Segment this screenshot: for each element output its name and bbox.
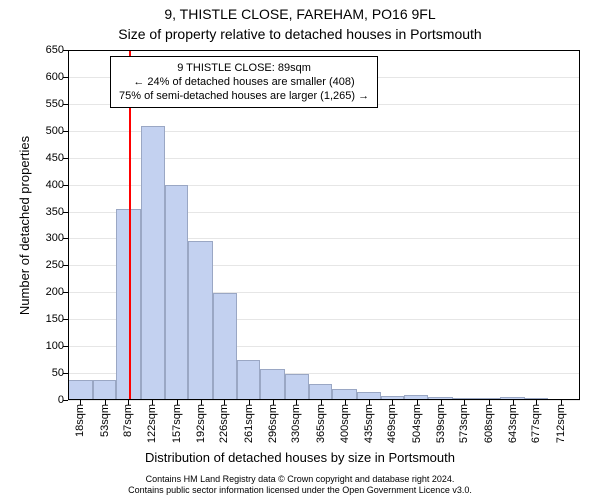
- x-tick-label: 712sqm: [555, 404, 567, 443]
- histogram-bar: [260, 369, 284, 400]
- y-tick-label: 200: [34, 286, 64, 298]
- x-tick-label: 261sqm: [243, 404, 255, 443]
- chart-title-line2: Size of property relative to detached ho…: [0, 26, 600, 42]
- histogram-bar: [237, 360, 261, 400]
- x-tick-label: 330sqm: [290, 404, 302, 443]
- y-tick-mark: [63, 373, 68, 374]
- x-tick-label: 400sqm: [339, 404, 351, 443]
- x-tick-label: 469sqm: [386, 404, 398, 443]
- x-tick-label: 87sqm: [122, 404, 134, 437]
- y-tick-label: 600: [34, 71, 64, 83]
- x-tick-label: 226sqm: [218, 404, 230, 443]
- annotation-line: ← 24% of detached houses are smaller (40…: [119, 75, 369, 89]
- y-axis-label: Number of detached properties: [18, 135, 33, 314]
- y-tick-mark: [63, 319, 68, 320]
- y-tick-label: 250: [34, 259, 64, 271]
- chart-title-line1: 9, THISTLE CLOSE, FAREHAM, PO16 9FL: [0, 6, 600, 22]
- footer-line2: Contains public sector information licen…: [0, 485, 600, 496]
- y-tick-mark: [63, 346, 68, 347]
- histogram-bar: [141, 126, 165, 400]
- y-tick-mark: [63, 292, 68, 293]
- x-tick-label: 504sqm: [411, 404, 423, 443]
- histogram-bar: [309, 384, 333, 400]
- x-tick-label: 539sqm: [435, 404, 447, 443]
- x-tick-label: 365sqm: [315, 404, 327, 443]
- y-tick-mark: [63, 50, 68, 51]
- y-tick-mark: [63, 238, 68, 239]
- footer-line1: Contains HM Land Registry data © Crown c…: [0, 474, 600, 485]
- x-tick-label: 608sqm: [483, 404, 495, 443]
- y-tick-label: 150: [34, 313, 64, 325]
- x-tick-label: 677sqm: [530, 404, 542, 443]
- y-tick-label: 0: [34, 394, 64, 406]
- annotation-box: 9 THISTLE CLOSE: 89sqm← 24% of detached …: [110, 56, 378, 108]
- y-tick-mark: [63, 400, 68, 401]
- x-tick-label: 157sqm: [171, 404, 183, 443]
- x-tick-label: 296sqm: [267, 404, 279, 443]
- gridline: [68, 50, 580, 51]
- y-tick-mark: [63, 104, 68, 105]
- x-tick-label: 643sqm: [507, 404, 519, 443]
- histogram-bar: [285, 374, 309, 400]
- y-tick-label: 50: [34, 367, 64, 379]
- x-tick-label: 53sqm: [99, 404, 111, 437]
- y-tick-label: 350: [34, 206, 64, 218]
- y-tick-label: 450: [34, 152, 64, 164]
- histogram-bar: [165, 185, 189, 400]
- annotation-line: 75% of semi-detached houses are larger (…: [119, 89, 369, 103]
- chart-container: 9, THISTLE CLOSE, FAREHAM, PO16 9FL Size…: [0, 0, 600, 500]
- histogram-bar: [188, 241, 212, 400]
- y-tick-label: 500: [34, 125, 64, 137]
- x-tick-label: 435sqm: [363, 404, 375, 443]
- x-tick-label: 18sqm: [74, 404, 86, 437]
- annotation-line: 9 THISTLE CLOSE: 89sqm: [119, 61, 369, 75]
- x-tick-label: 122sqm: [146, 404, 158, 443]
- x-tick-label: 573sqm: [458, 404, 470, 443]
- y-tick-label: 650: [34, 44, 64, 56]
- y-axis-label-wrap: Number of detached properties: [18, 50, 32, 400]
- gridline: [68, 400, 580, 401]
- y-tick-label: 300: [34, 232, 64, 244]
- y-tick-mark: [63, 265, 68, 266]
- y-tick-label: 400: [34, 179, 64, 191]
- histogram-bar: [357, 392, 381, 400]
- y-tick-mark: [63, 131, 68, 132]
- x-axis-label: Distribution of detached houses by size …: [0, 450, 600, 465]
- histogram-bar: [68, 380, 93, 400]
- y-tick-mark: [63, 158, 68, 159]
- histogram-bar: [332, 389, 356, 400]
- histogram-bar: [93, 380, 117, 400]
- histogram-bar: [213, 293, 237, 400]
- y-tick-mark: [63, 212, 68, 213]
- y-tick-mark: [63, 185, 68, 186]
- y-tick-mark: [63, 77, 68, 78]
- x-tick-label: 192sqm: [195, 404, 207, 443]
- y-tick-label: 100: [34, 340, 64, 352]
- y-tick-label: 550: [34, 98, 64, 110]
